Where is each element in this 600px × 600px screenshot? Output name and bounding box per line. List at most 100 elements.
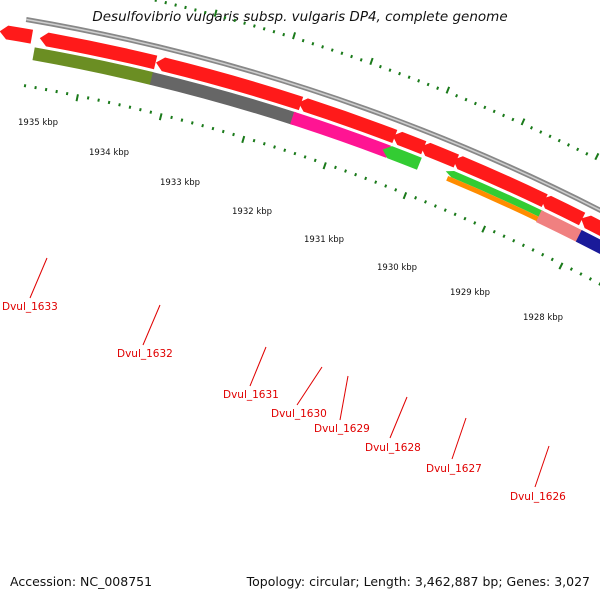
genome-summary-text: Topology: circular; Length: 3,462,887 bp… bbox=[246, 574, 590, 589]
scale-ticks bbox=[154, 0, 600, 161]
inner-tick bbox=[273, 145, 276, 149]
inner-tick bbox=[433, 204, 437, 208]
inner-tick bbox=[443, 208, 447, 212]
gene-bar-dvul-1627[interactable] bbox=[535, 210, 585, 243]
inner-tick bbox=[86, 96, 90, 100]
scale-tick bbox=[483, 105, 487, 110]
scale-tick bbox=[378, 64, 382, 69]
inner-tick bbox=[170, 115, 173, 120]
scale-tick bbox=[292, 32, 297, 40]
inner-tick bbox=[512, 238, 516, 243]
cds-forward-5[interactable] bbox=[392, 131, 427, 155]
inner-tick bbox=[293, 151, 297, 156]
scale-tick bbox=[369, 57, 374, 65]
gene-bar-dvul-1633[interactable] bbox=[32, 47, 154, 85]
gene-label-dvul-1632[interactable]: Dvul_1632 bbox=[117, 348, 173, 360]
scale-tick bbox=[455, 93, 459, 98]
inner-tick bbox=[424, 200, 427, 204]
gene-label-line-1626 bbox=[534, 445, 550, 488]
inner-tick bbox=[394, 188, 398, 192]
scale-tick bbox=[388, 68, 392, 72]
inner-tick bbox=[158, 113, 163, 121]
scale-tick bbox=[321, 45, 324, 49]
scale-tick bbox=[350, 54, 354, 59]
inner-tick bbox=[402, 192, 408, 200]
gene-label-line-1632 bbox=[142, 304, 161, 346]
kbp-label-1929: 1929 kbp bbox=[450, 288, 490, 298]
inner-tick bbox=[569, 267, 573, 271]
scale-tick bbox=[330, 48, 334, 52]
inner-tick bbox=[550, 257, 554, 262]
scale-tick bbox=[184, 5, 187, 10]
inner-tick bbox=[75, 94, 79, 102]
inner-tick bbox=[201, 123, 204, 128]
scale-tick bbox=[154, 0, 157, 2]
cds-forward-1[interactable] bbox=[0, 25, 34, 44]
cds-forward-8[interactable] bbox=[541, 195, 586, 226]
inner-tick bbox=[531, 248, 535, 252]
inner-tick bbox=[579, 272, 583, 276]
scale-tick bbox=[223, 16, 227, 20]
scale-tick bbox=[243, 21, 246, 25]
gene-label-dvul-1628[interactable]: Dvul_1628 bbox=[365, 442, 421, 454]
scale-tick bbox=[164, 0, 168, 5]
backbone-highlight bbox=[26, 18, 600, 212]
scale-tick bbox=[436, 86, 440, 90]
gene-bar-dvul-1631[interactable] bbox=[290, 111, 391, 158]
gene-bar-dvul-1626[interactable] bbox=[575, 229, 600, 304]
inner-tick bbox=[34, 85, 37, 90]
gene-label-line-1627 bbox=[451, 417, 467, 460]
kbp-label-1935: 1935 kbp bbox=[18, 118, 58, 128]
gene-label-dvul-1630[interactable]: Dvul_1630 bbox=[271, 408, 327, 420]
scale-tick bbox=[407, 75, 411, 79]
inner-tick bbox=[344, 169, 347, 173]
scale-tick bbox=[502, 113, 506, 118]
inner-tick bbox=[374, 180, 378, 184]
cds-forward-2[interactable] bbox=[39, 32, 158, 70]
scale-tick bbox=[301, 38, 305, 43]
gene-bar-dvul-1632[interactable] bbox=[149, 72, 297, 125]
gene-label-dvul-1633[interactable]: Dvul_1633 bbox=[2, 301, 58, 313]
kbp-label-1934: 1934 kbp bbox=[89, 148, 129, 158]
scale-tick bbox=[233, 18, 237, 23]
scale-tick bbox=[253, 24, 256, 28]
gene-label-dvul-1626[interactable]: Dvul_1626 bbox=[510, 491, 566, 503]
cds-forward-6[interactable] bbox=[420, 142, 460, 168]
kbp-label-1930: 1930 kbp bbox=[377, 263, 417, 273]
scale-tick bbox=[445, 86, 451, 94]
inner-tick bbox=[211, 126, 215, 131]
cds-forward-7[interactable] bbox=[453, 156, 548, 207]
cds-forward-9[interactable] bbox=[581, 215, 600, 285]
gene-label-dvul-1629[interactable]: Dvul_1629 bbox=[314, 423, 370, 435]
scale-tick bbox=[557, 138, 561, 143]
inner-tick bbox=[65, 91, 69, 96]
gene-label-dvul-1627[interactable]: Dvul_1627 bbox=[426, 463, 482, 475]
gene-label-line-1629 bbox=[339, 375, 349, 421]
inner-tick bbox=[473, 221, 477, 225]
scale-tick bbox=[566, 143, 571, 147]
gene-bar-dvul-1629[interactable] bbox=[445, 170, 544, 218]
scale-tick bbox=[282, 32, 286, 37]
inner-tick bbox=[128, 105, 132, 109]
cds-forward-4[interactable] bbox=[298, 98, 398, 144]
inner-tick bbox=[541, 252, 545, 257]
gene-track bbox=[32, 47, 600, 304]
gene-bar-dvul-1630[interactable] bbox=[382, 146, 422, 170]
scale-tick bbox=[174, 3, 177, 7]
gene-bar-dvul-1628[interactable] bbox=[446, 176, 542, 223]
inner-tick bbox=[190, 121, 194, 125]
inner-tick bbox=[384, 184, 388, 188]
scale-tick bbox=[464, 97, 468, 102]
kbp-label-1933: 1933 kbp bbox=[160, 178, 200, 188]
inner-tick bbox=[558, 262, 564, 270]
inner-tick bbox=[262, 142, 266, 146]
cds-forward-3[interactable] bbox=[156, 57, 304, 111]
inner-tick bbox=[364, 176, 368, 181]
scale-tick bbox=[520, 118, 526, 126]
gene-label-dvul-1631[interactable]: Dvul_1631 bbox=[223, 389, 279, 401]
scale-tick bbox=[576, 147, 580, 152]
inner-tick bbox=[107, 100, 111, 105]
scale-tick bbox=[359, 58, 363, 62]
scale-tick bbox=[213, 9, 218, 17]
scale-tick bbox=[539, 130, 543, 134]
